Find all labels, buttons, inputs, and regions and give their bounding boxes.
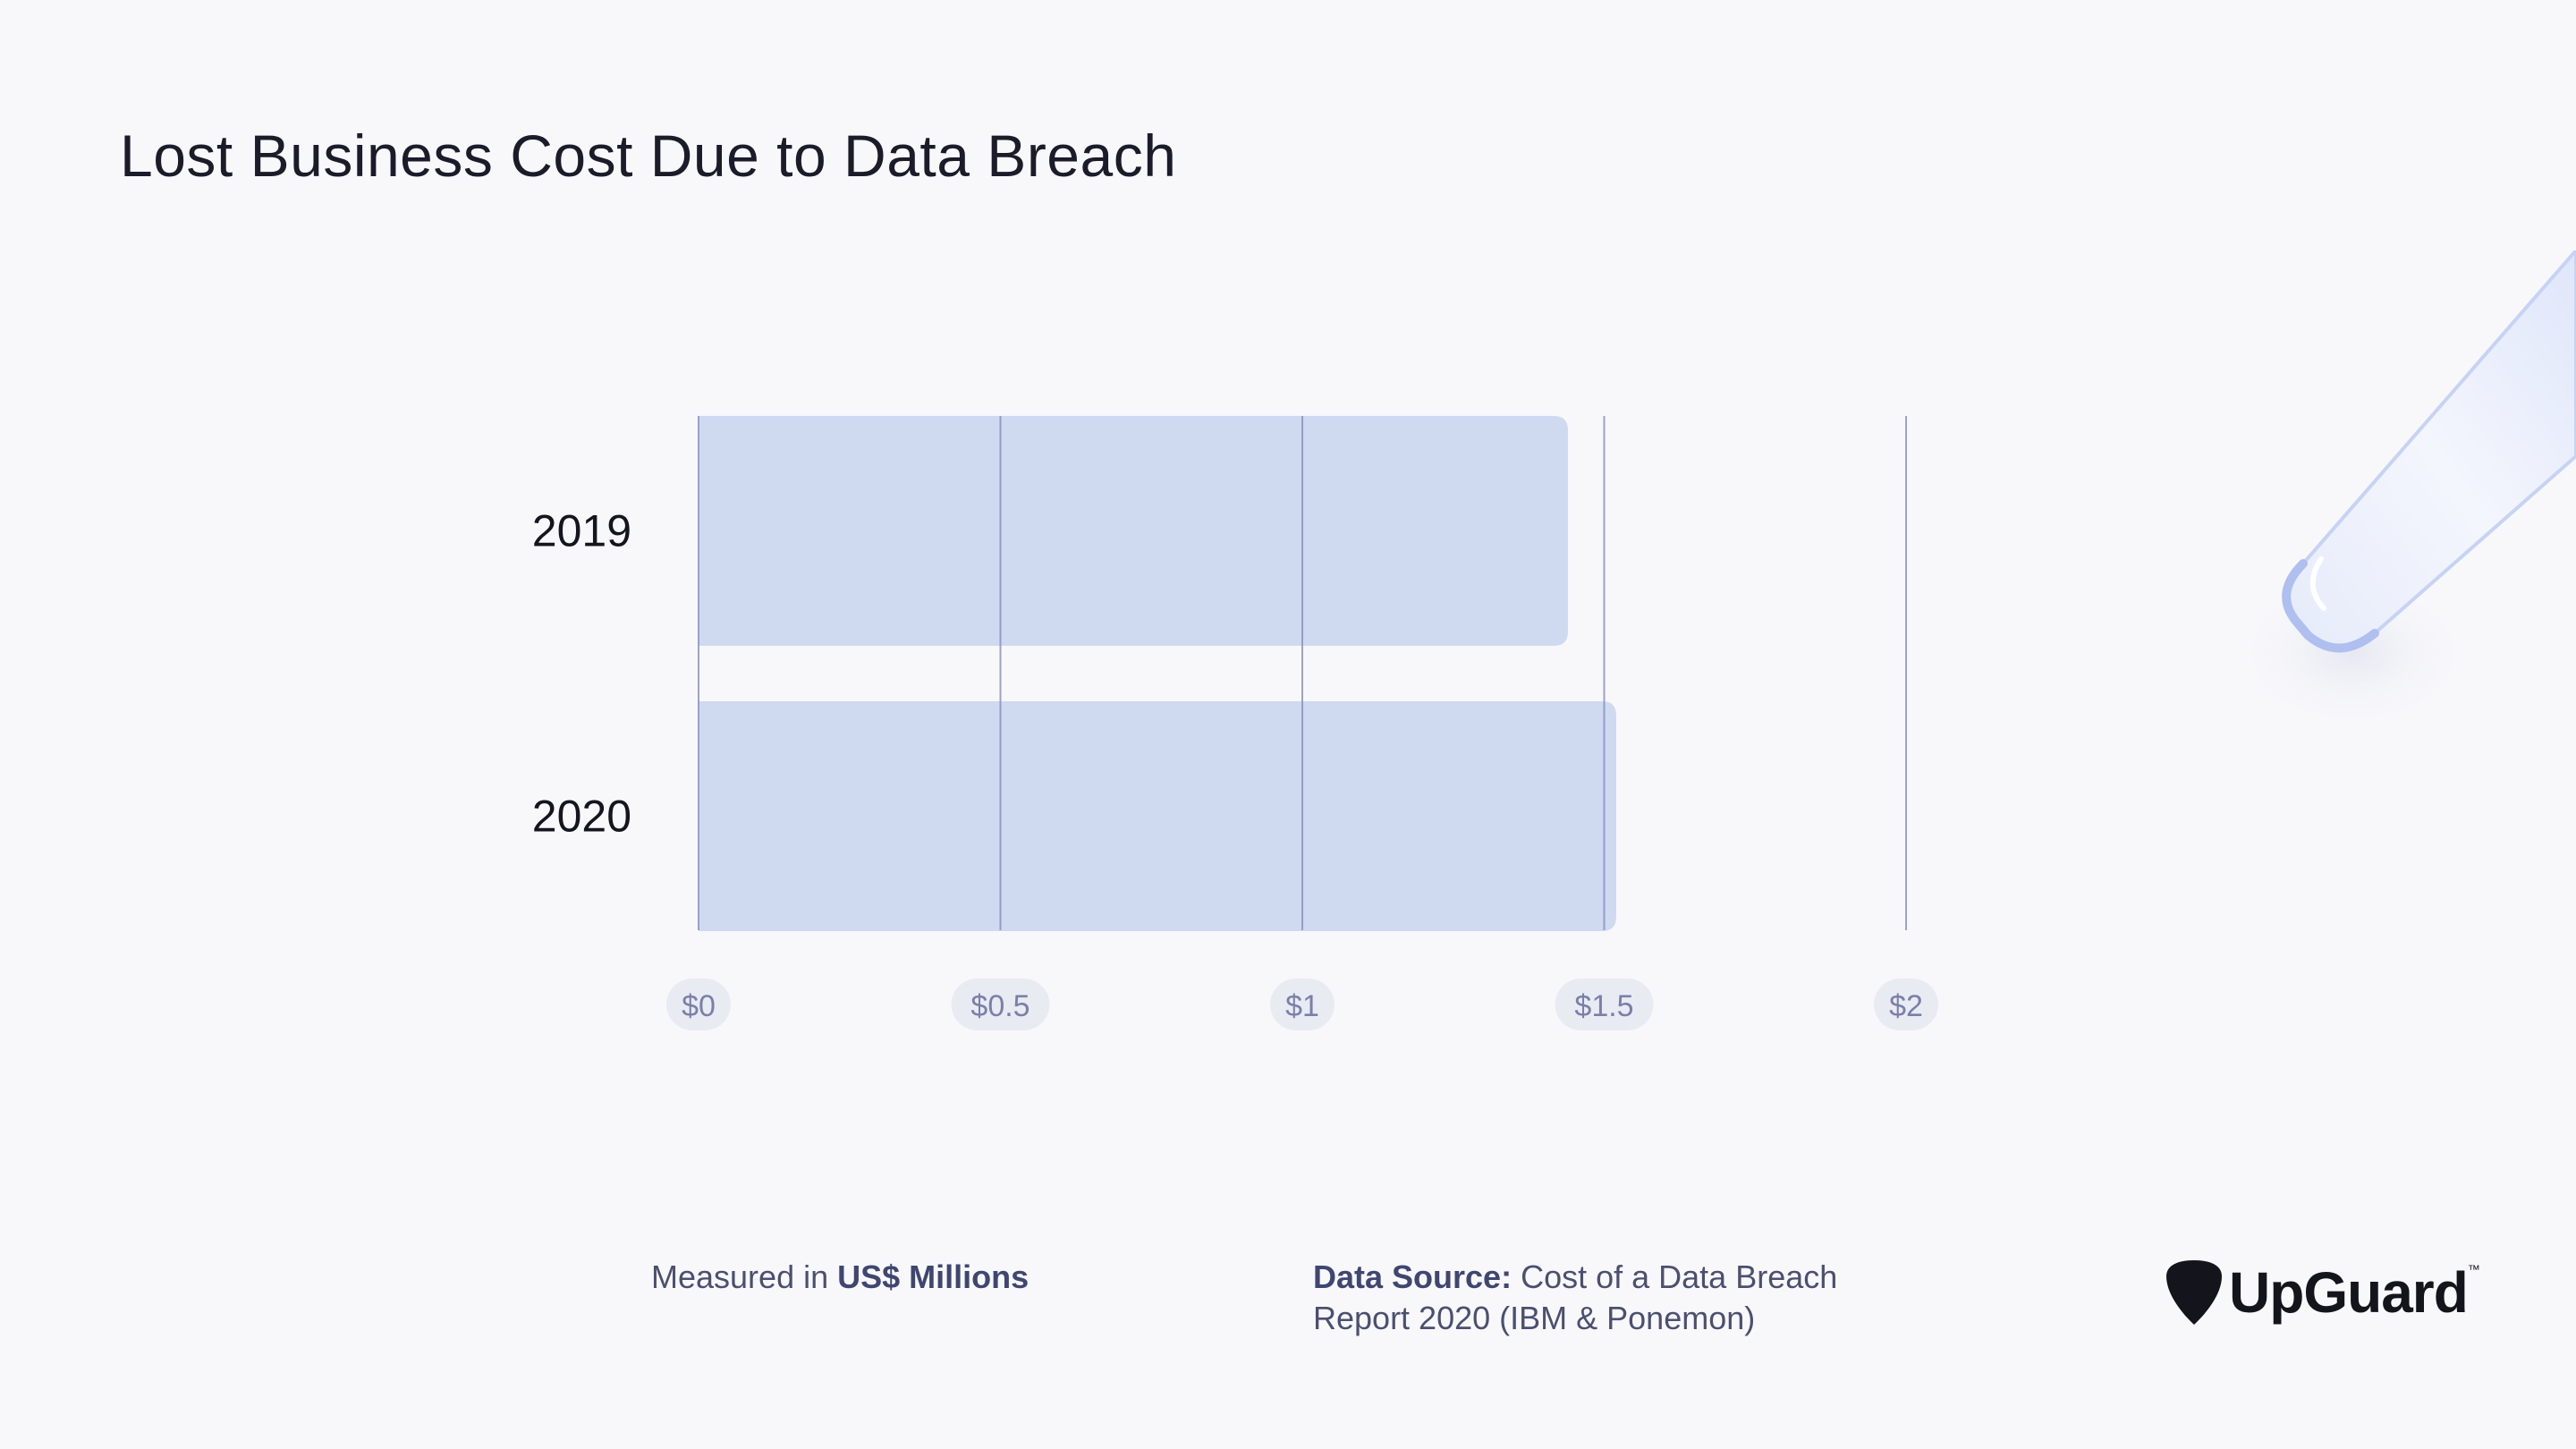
bar-2019 [699,416,1568,646]
data-source-label: Data Source: [1313,1258,1513,1295]
decorative-glass-rod [2227,250,2576,733]
tick-label: $2 [1889,989,1923,1023]
tick-label: $1.5 [1574,989,1633,1023]
tick-pill [951,979,1050,1030]
brand-trademark: ™ [2467,1262,2480,1276]
brand-name: UpGuard [2229,1260,2469,1325]
chart-title: Lost Business Cost Due to Data Breach [120,123,1177,189]
tick-pill [1874,979,1938,1030]
tick-pill [1270,979,1335,1030]
tick-label: $1 [1285,989,1319,1023]
shield-pick-icon [2166,1260,2222,1325]
category-label-2020: 2020 [532,792,631,842]
data-source-line1: Cost of a Data Breach [1512,1258,1838,1295]
upguard-logo: UpGuard ™ [2165,1257,2480,1328]
category-label-2019: 2019 [532,506,631,556]
unit-note-unit: US$ Millions [837,1258,1030,1295]
data-source-line2: Report 2020 (IBM & Ponemon) [1313,1300,1756,1336]
bar-2020 [699,701,1616,931]
unit-note: Measured in US$ Millions [651,1257,1029,1298]
data-source-note: Data Source: Cost of a Data Breach Repor… [1313,1257,1837,1339]
tick-pill [666,979,731,1030]
tick-pill [1555,979,1654,1030]
tick-label: $0 [682,989,716,1023]
tick-label: $0.5 [970,989,1030,1023]
unit-note-prefix: Measured in [651,1258,838,1295]
